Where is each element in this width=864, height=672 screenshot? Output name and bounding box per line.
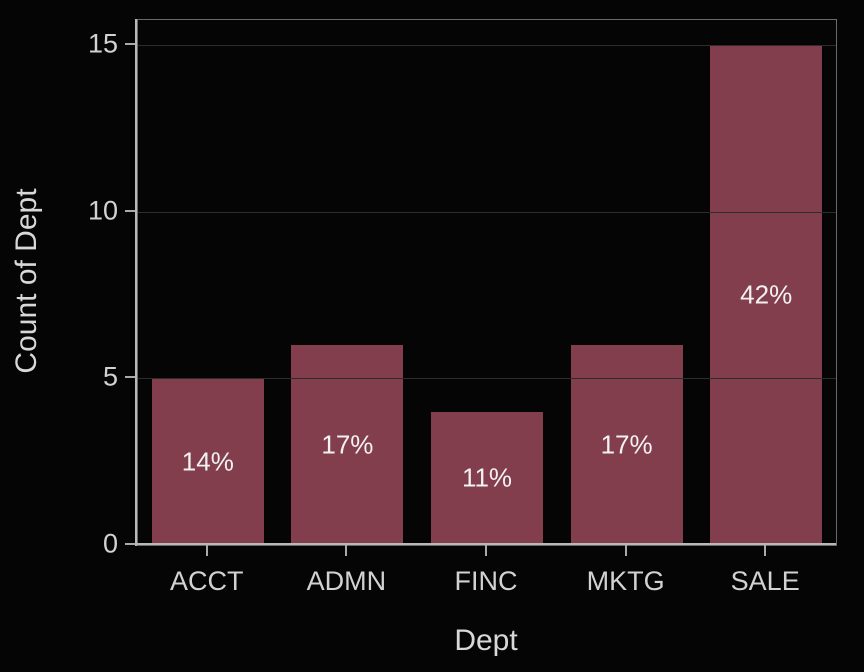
y-axis-tick — [125, 43, 137, 45]
y-axis-tick-label: 5 — [102, 361, 118, 392]
y-axis-tick-label: 15 — [87, 28, 118, 59]
y-axis-line — [135, 19, 137, 546]
x-axis-tick-label: ADMN — [306, 566, 387, 596]
x-axis-tick — [205, 544, 208, 556]
x-axis-tick-label: SALE — [730, 566, 800, 596]
x-axis-tick — [764, 544, 767, 556]
bar-percent-label: 17% — [600, 429, 653, 460]
bar-percent-label: 17% — [321, 429, 374, 460]
y-axis-tick — [125, 543, 137, 545]
bar — [710, 45, 823, 545]
bar-percent-label: 42% — [740, 279, 793, 310]
x-axis-tick-label: MKTG — [586, 566, 665, 596]
plot-area: 14% 17% 11% 17% 42% — [137, 19, 837, 546]
y-axis-title: Count of Dept — [10, 188, 43, 374]
y-axis-tick — [125, 376, 137, 379]
x-axis-tick-label: FINC — [454, 566, 518, 596]
bar — [431, 411, 543, 545]
gridline — [138, 378, 836, 380]
y-axis-tick-label: 10 — [87, 195, 118, 226]
x-axis-tick-label: ACCT — [170, 566, 244, 596]
gridline — [138, 211, 836, 213]
bar-percent-label: 14% — [181, 446, 234, 477]
x-axis-tick — [345, 544, 348, 556]
gridline — [138, 45, 836, 46]
x-axis-tick — [624, 544, 627, 556]
x-axis-tick — [485, 544, 487, 556]
x-axis-title: Dept — [454, 624, 518, 657]
bar-percent-label: 11% — [461, 462, 513, 493]
y-axis-tick-label: 0 — [102, 528, 118, 559]
bar — [151, 378, 264, 545]
x-axis-line — [135, 543, 836, 545]
y-axis-tick — [125, 209, 137, 212]
